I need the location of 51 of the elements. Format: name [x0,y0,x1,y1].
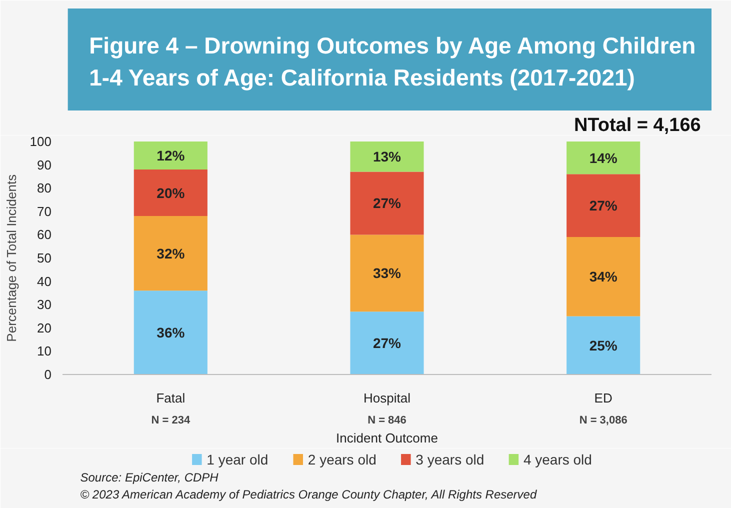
x-axis-title: Incident Outcome [336,430,438,446]
text: © 2023 American Academy of Pediatrics Orange County Chapter, All Rights Reserved [80,488,537,502]
data-label: 20% [156,184,186,201]
y-tick-label: 20 [37,320,52,336]
data-label: 34% [589,268,618,285]
data-label: 25% [589,337,618,354]
text: N = 234 [151,414,191,426]
data-label: 33% [372,265,402,282]
data-label: 32% [156,245,186,262]
y-tick-label: 60 [37,227,52,242]
data-label: 27% [589,198,618,214]
y-tick-label: 80 [37,180,52,196]
x-tick-label: ED [594,390,612,406]
y-tick-label: 90 [37,157,52,172]
legend-label: 1 year old [206,452,268,468]
y-tick-label: 70 [37,204,52,219]
bar [566,316,640,374]
x-tick-label: Fatal [156,390,186,406]
bar [350,172,424,235]
text: NTotal = 4,166 [574,115,701,136]
legend-label: 4 years old [523,452,592,468]
bar [566,142,640,174]
y-tick-label: 40 [37,274,52,289]
data-label: 14% [589,150,618,166]
bar [566,174,640,238]
bar [566,237,640,316]
chart-title: Figure 4 – Drowning Outcomes by Age Among Children 1-4 Years of Age: California Residents (2017-2021) [89,32,696,90]
bar [134,290,208,374]
data-label: 27% [372,335,402,352]
data-label: 12% [156,147,186,164]
y-tick-label: 10 [37,344,52,359]
bar [134,142,208,170]
legend-label: 2 years old [308,452,376,468]
bar [350,234,424,312]
y-tick-label: 50 [37,250,52,266]
bar [134,169,208,216]
bar [350,142,424,172]
data-label: 27% [372,195,402,212]
source-note: Source: EpiCenter, CDPH [80,470,219,484]
legend-label: 3 years old [416,452,484,468]
y-tick-label: 0 [44,367,52,382]
x-tick-label: Hospital [364,390,411,406]
bar [134,216,208,291]
data-label: 36% [156,324,186,341]
y-tick-label: 100 [30,134,52,149]
text: N = 846 [368,414,406,426]
text: N = 3,086 [579,414,628,426]
y-tick-label: 30 [37,297,52,312]
y-axis-title: Percentage of Total Incidents [4,174,19,342]
data-label: 13% [372,148,402,165]
bar [350,312,424,374]
